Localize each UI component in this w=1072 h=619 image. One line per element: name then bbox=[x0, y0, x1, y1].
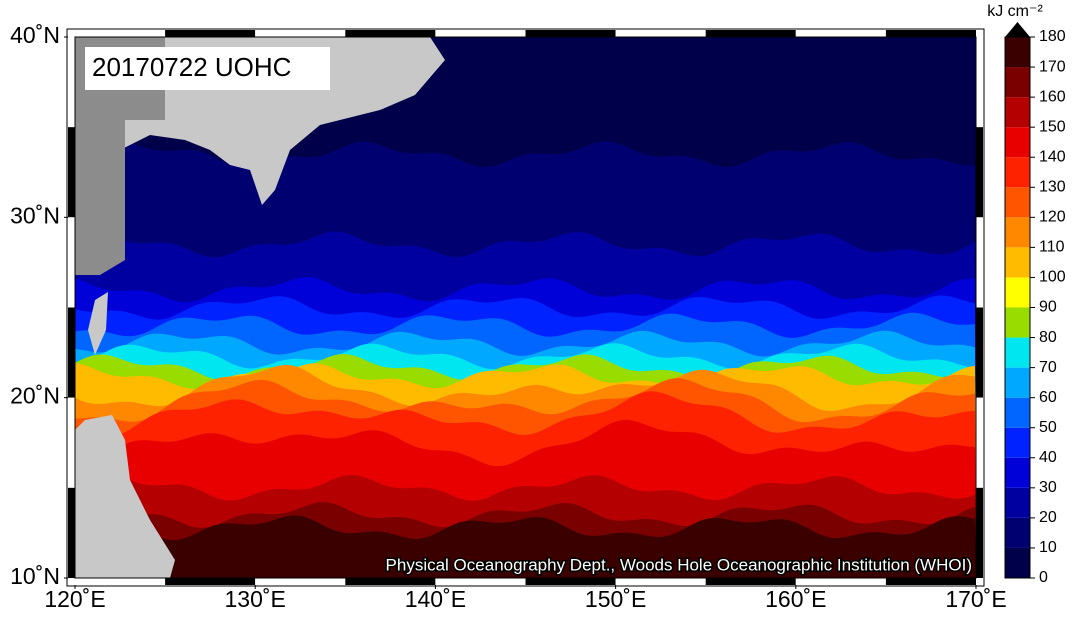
frame-segment bbox=[255, 578, 346, 585]
frame-segment bbox=[68, 397, 75, 488]
colorbar-swatch bbox=[1005, 37, 1030, 68]
plot-border bbox=[74, 36, 977, 579]
colorbar-tick-label: 120 bbox=[1039, 209, 1066, 226]
colorbar-extend bbox=[1005, 22, 1030, 37]
colorbar-swatch bbox=[1005, 277, 1030, 308]
frame-segment bbox=[68, 217, 75, 308]
colorbar-tick-label: 60 bbox=[1039, 389, 1057, 406]
frame-segment bbox=[976, 307, 983, 398]
colorbar-tick-label: 90 bbox=[1039, 299, 1057, 316]
land-asia-japan bbox=[75, 37, 445, 275]
frame-segment bbox=[68, 37, 75, 128]
frame-segment bbox=[75, 30, 166, 37]
x-tick-label: 150˚E bbox=[585, 586, 646, 612]
colorbar-swatch bbox=[1005, 427, 1030, 458]
colorbar-tick-label: 70 bbox=[1039, 359, 1057, 376]
frame-outer bbox=[66, 28, 985, 587]
map-title: 20170722 UOHC bbox=[92, 52, 291, 82]
colorbar-swatch bbox=[1005, 67, 1030, 98]
colorbar-tick-label: 110 bbox=[1039, 239, 1065, 256]
colorbar-unit: kJ cm⁻² bbox=[987, 3, 1043, 20]
frame-segment bbox=[68, 127, 75, 218]
colorbar-swatch bbox=[1005, 487, 1030, 518]
land-shaded bbox=[75, 37, 165, 275]
colorbar-tick-label: 140 bbox=[1039, 148, 1066, 165]
y-tick-label: 30˚N bbox=[10, 202, 60, 228]
frame-segment bbox=[976, 127, 983, 218]
frame-segment bbox=[345, 30, 436, 37]
frame-segment bbox=[976, 217, 983, 308]
frame-segment bbox=[976, 487, 983, 578]
frame-segment bbox=[68, 487, 75, 578]
colorbar-tick-label: 80 bbox=[1039, 329, 1057, 346]
frame-segment bbox=[75, 578, 166, 585]
frame-segment bbox=[255, 30, 346, 37]
colorbar-swatch bbox=[1005, 217, 1030, 248]
colorbar-swatch bbox=[1005, 187, 1030, 218]
map-frame bbox=[66, 28, 985, 587]
colorbar-tick-label: 170 bbox=[1039, 58, 1066, 75]
x-tick-label: 170˚E bbox=[945, 586, 1006, 612]
frame-segment bbox=[615, 578, 706, 585]
frame-segment bbox=[345, 578, 436, 585]
x-tick-label: 120˚E bbox=[44, 586, 105, 612]
colorbar-swatch bbox=[1005, 517, 1030, 548]
frame-segment bbox=[705, 578, 796, 585]
frame-segment bbox=[795, 578, 886, 585]
colorbar-swatch bbox=[1005, 397, 1030, 428]
title-box bbox=[85, 47, 330, 90]
x-tick-label: 130˚E bbox=[225, 586, 286, 612]
frame-segment bbox=[885, 30, 976, 37]
frame-segment bbox=[976, 37, 983, 128]
colorbar-tick-label: 40 bbox=[1039, 449, 1057, 466]
frame-segment bbox=[885, 578, 976, 585]
frame-segment bbox=[795, 30, 886, 37]
frame-segment bbox=[435, 30, 526, 37]
colorbar-swatch bbox=[1005, 247, 1030, 278]
colorbar-tick-label: 20 bbox=[1039, 509, 1057, 526]
colorbar-tick-label: 30 bbox=[1039, 479, 1057, 496]
frame-segment bbox=[165, 30, 256, 37]
colorbar-tick-label: 50 bbox=[1039, 419, 1057, 436]
heat-band bbox=[75, 515, 976, 578]
colorbar-tick-label: 180 bbox=[1039, 28, 1066, 45]
colorbar-swatch bbox=[1005, 307, 1030, 338]
heat-field bbox=[75, 37, 976, 578]
colorbar-swatch bbox=[1005, 127, 1030, 158]
x-tick-label: 160˚E bbox=[765, 586, 826, 612]
frame-segment bbox=[525, 578, 616, 585]
frame-segment bbox=[435, 578, 526, 585]
frame-segment bbox=[615, 30, 706, 37]
colorbar-swatch bbox=[1005, 97, 1030, 128]
colorbar-swatch bbox=[1005, 547, 1030, 578]
colorbar-swatch bbox=[1005, 337, 1030, 368]
y-tick-label: 40˚N bbox=[10, 22, 60, 48]
colorbar-swatch bbox=[1005, 157, 1030, 188]
colorbar-tick-label: 160 bbox=[1039, 88, 1066, 105]
colorbar-tick-label: 130 bbox=[1039, 178, 1066, 195]
x-tick-label: 140˚E bbox=[405, 586, 466, 612]
frame-segment bbox=[525, 30, 616, 37]
colorbar-tick-label: 0 bbox=[1039, 569, 1048, 586]
colorbar-swatch bbox=[1005, 457, 1030, 488]
colorbar-tick-label: 100 bbox=[1039, 269, 1066, 286]
frame-segment bbox=[705, 30, 796, 37]
colorbar: 0 10 20 30 40 50 60 70 80 90 100 110 120 130 140 150 160… bbox=[1004, 22, 1066, 586]
y-tick-label: 20˚N bbox=[10, 383, 60, 409]
land bbox=[75, 37, 445, 578]
credit: Physical Oceanography Dept., Woods Hole … bbox=[386, 555, 972, 574]
frame-segment bbox=[976, 397, 983, 488]
land-philippines bbox=[75, 415, 175, 578]
land-taiwan bbox=[88, 292, 108, 355]
frame-segment bbox=[165, 578, 256, 585]
colorbar-tick-label: 10 bbox=[1039, 539, 1057, 556]
frame-segment bbox=[68, 307, 75, 398]
y-tick-label: 10˚N bbox=[10, 563, 60, 589]
colorbar-tick-label: 150 bbox=[1039, 118, 1066, 135]
colorbar-swatch bbox=[1005, 367, 1030, 398]
